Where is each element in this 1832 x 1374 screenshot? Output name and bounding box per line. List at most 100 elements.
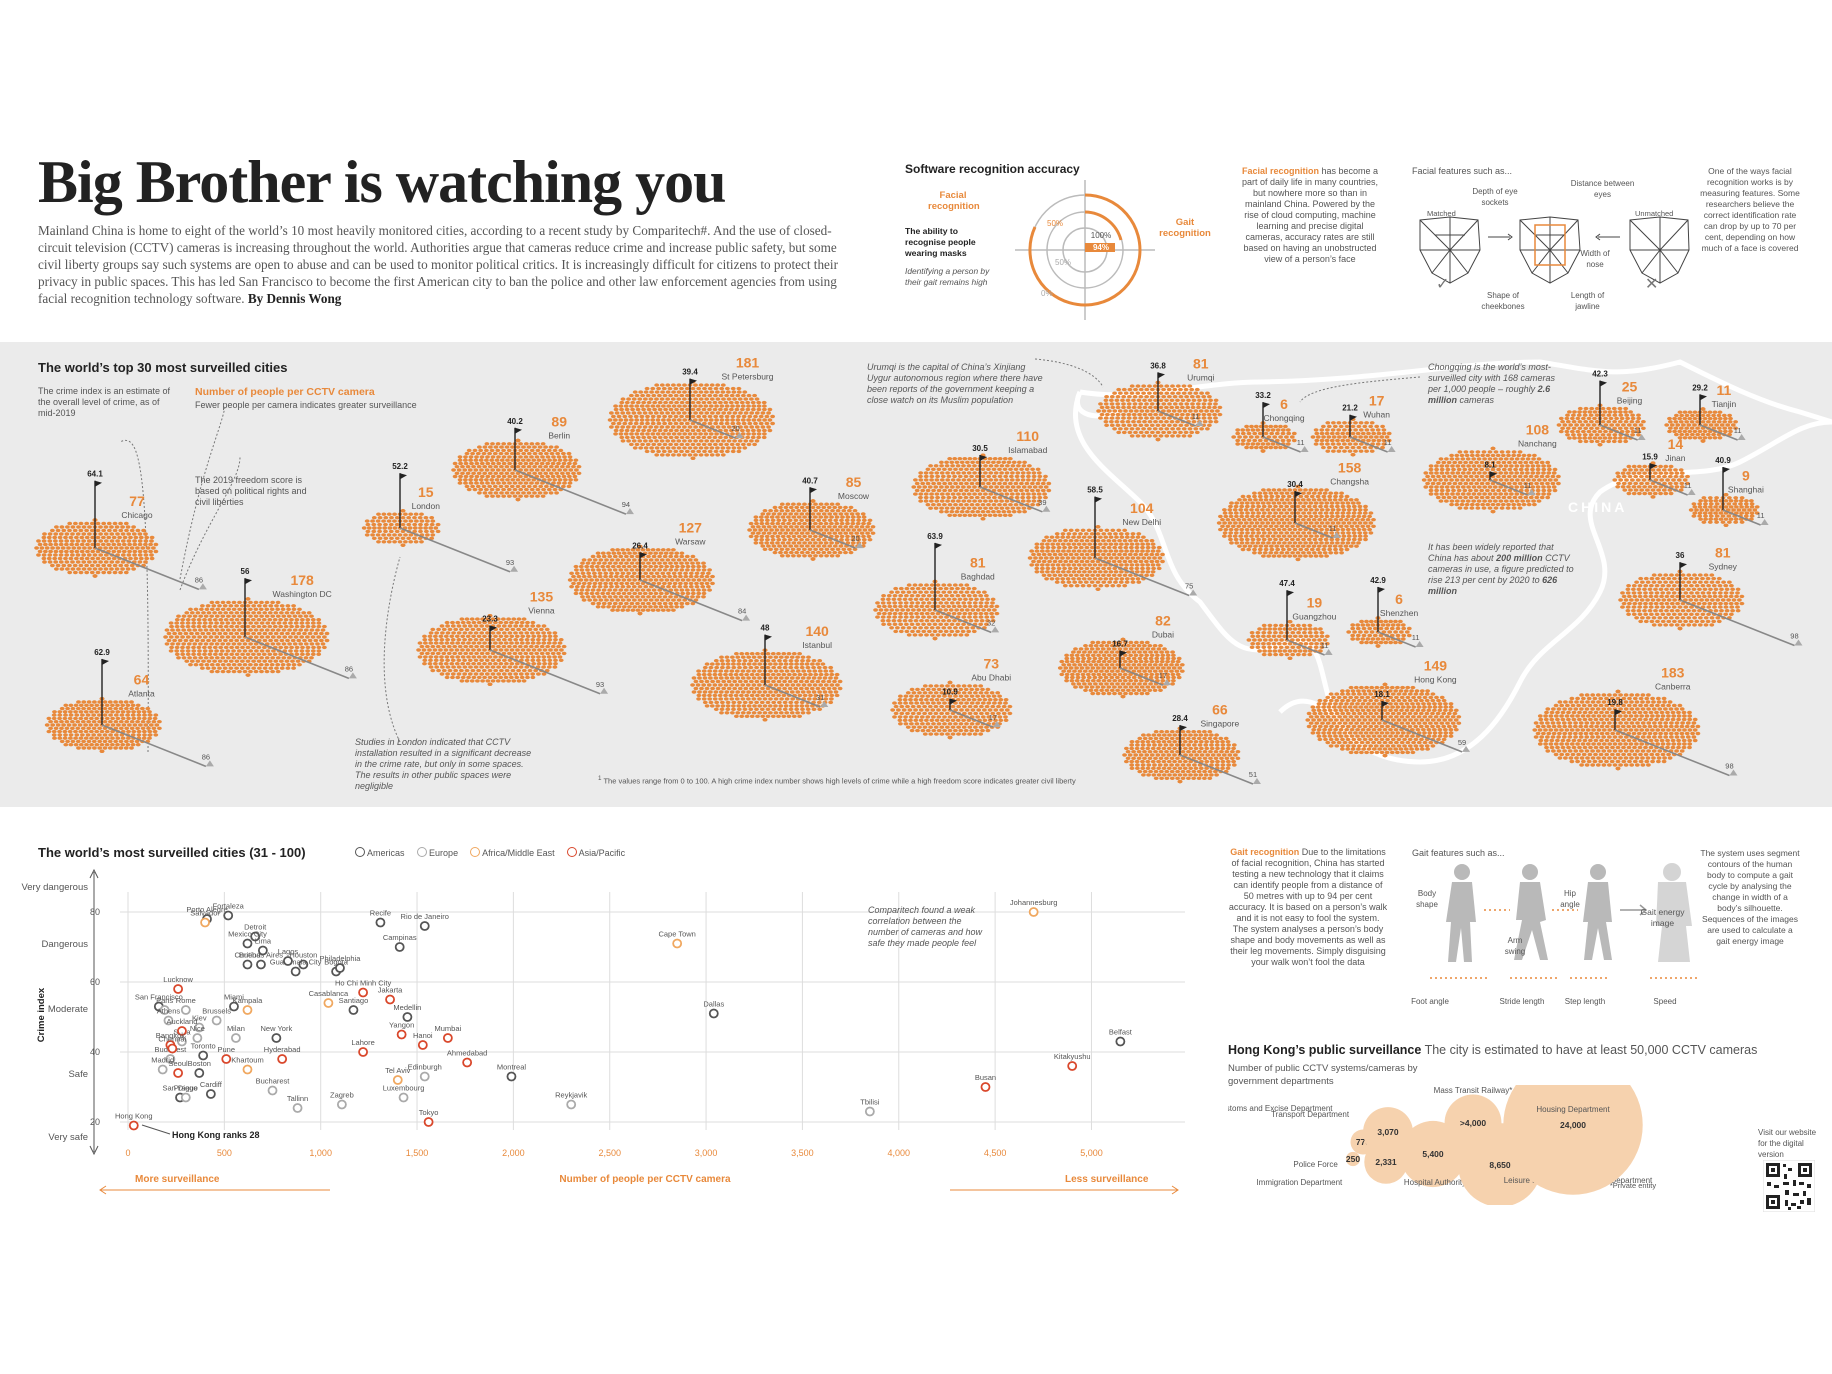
camera-dot bbox=[58, 553, 64, 557]
camera-dot bbox=[1119, 535, 1125, 539]
camera-dot bbox=[785, 502, 791, 506]
camera-dot bbox=[756, 432, 762, 436]
camera-dot bbox=[704, 704, 710, 708]
camera-dot bbox=[71, 546, 77, 550]
camera-dot bbox=[1052, 559, 1058, 564]
camera-dot bbox=[653, 591, 659, 596]
camera-dot bbox=[614, 585, 620, 589]
camera-dot bbox=[1129, 542, 1135, 546]
camera-dot bbox=[622, 414, 628, 419]
camera-dot bbox=[771, 659, 777, 663]
camera-dot bbox=[729, 676, 735, 680]
camera-dot bbox=[523, 442, 529, 446]
crime-legend: The crime index is an estimate of the ov… bbox=[38, 386, 171, 418]
camera-dot bbox=[57, 716, 62, 721]
camera-dot bbox=[413, 540, 419, 544]
camera-dot bbox=[823, 521, 829, 526]
camera-dot bbox=[918, 590, 923, 594]
camera-dot bbox=[816, 525, 821, 529]
camera-dot bbox=[1076, 535, 1082, 539]
camera-dot bbox=[473, 468, 479, 472]
camera-dot bbox=[512, 644, 518, 649]
camera-dot bbox=[208, 649, 214, 653]
camera-dot bbox=[153, 542, 159, 547]
camera-dot bbox=[146, 720, 151, 724]
camera-dot bbox=[466, 487, 472, 492]
camera-dot bbox=[720, 446, 726, 450]
camera-dot bbox=[930, 708, 936, 712]
camera-dot bbox=[974, 619, 979, 623]
camera-dot bbox=[773, 683, 779, 687]
camera-dot bbox=[513, 672, 519, 676]
camera-dot bbox=[762, 718, 768, 722]
camera-dot bbox=[968, 597, 974, 601]
camera-dot bbox=[865, 531, 870, 535]
camera-dot bbox=[493, 471, 499, 475]
camera-dot bbox=[387, 526, 393, 530]
china-label: CHINA bbox=[1568, 499, 1628, 515]
camera-dot bbox=[64, 720, 70, 724]
camera-dot bbox=[1021, 506, 1027, 510]
freedom-marker bbox=[198, 583, 207, 590]
camera-dot bbox=[422, 658, 428, 662]
camera-dot bbox=[682, 425, 687, 429]
camera-dot bbox=[690, 456, 696, 460]
camera-dot bbox=[696, 568, 701, 572]
camera-dot bbox=[626, 571, 631, 575]
camera-dot bbox=[854, 531, 860, 535]
camera-dot bbox=[135, 546, 140, 550]
camera-dot bbox=[493, 662, 498, 666]
camera-dot bbox=[468, 644, 474, 649]
camera-dot bbox=[736, 421, 741, 426]
camera-dot bbox=[80, 733, 85, 737]
camera-dot bbox=[529, 442, 535, 446]
camera-dot bbox=[955, 464, 961, 468]
camera-dot bbox=[694, 574, 699, 579]
camera-dot bbox=[835, 509, 841, 513]
camera-dot bbox=[113, 726, 119, 730]
camera-dot bbox=[958, 590, 964, 594]
camera-dot bbox=[702, 386, 707, 391]
camera-dot bbox=[1145, 563, 1151, 567]
camera-dot bbox=[476, 465, 482, 469]
camera-dot bbox=[892, 611, 898, 616]
camera-dot bbox=[316, 649, 322, 653]
camera-dot bbox=[956, 732, 961, 736]
camera-dot bbox=[703, 432, 709, 436]
camera-dot bbox=[914, 604, 919, 609]
camera-dot bbox=[919, 597, 924, 601]
camera-dot bbox=[696, 672, 702, 677]
camera-dot bbox=[725, 449, 730, 454]
camera-dot bbox=[110, 723, 116, 727]
camera-dot bbox=[975, 701, 981, 705]
camera-dot bbox=[556, 481, 562, 485]
camera-dot bbox=[91, 726, 97, 730]
camera-dot bbox=[929, 474, 935, 479]
camera-dot bbox=[772, 550, 778, 555]
camera-dot bbox=[546, 448, 552, 453]
camera-dot bbox=[114, 525, 120, 529]
camera-dot bbox=[845, 521, 850, 526]
camera-dot bbox=[958, 701, 964, 705]
camera-dot bbox=[746, 711, 752, 715]
freedom-marker bbox=[992, 721, 1001, 728]
camera-dot bbox=[980, 517, 986, 521]
camera-dot bbox=[143, 560, 148, 564]
camera-dot bbox=[646, 601, 651, 606]
camera-dot bbox=[933, 711, 939, 716]
camera-dot bbox=[422, 662, 427, 666]
camera-dot bbox=[62, 736, 68, 740]
camera-dot bbox=[94, 723, 99, 727]
camera-dot bbox=[282, 621, 288, 625]
camera-dot bbox=[738, 411, 743, 415]
camera-dot bbox=[526, 491, 532, 495]
camera-dot bbox=[720, 665, 725, 670]
camera-dot bbox=[754, 521, 759, 526]
camera-dot bbox=[714, 432, 719, 436]
camera-dot bbox=[490, 468, 496, 472]
camera-dot bbox=[614, 425, 620, 429]
camera-dot bbox=[662, 561, 668, 565]
camera-dot bbox=[73, 716, 78, 721]
camera-dot bbox=[1020, 499, 1026, 503]
